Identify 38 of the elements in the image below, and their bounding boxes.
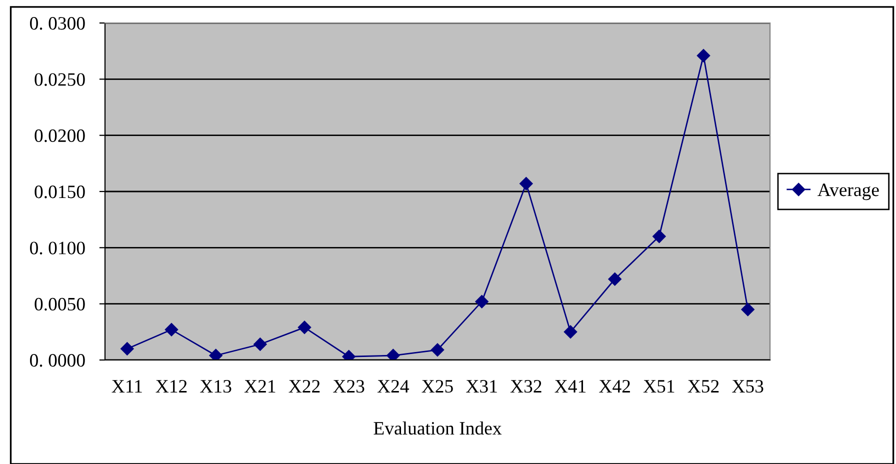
- point: [120, 342, 134, 356]
- x-axis-title: Evaluation Index: [374, 421, 502, 435]
- point: [520, 177, 533, 190]
- y-tick-label: 0. 0300: [30, 17, 85, 30]
- y-tick-label: 0.0200: [34, 129, 85, 142]
- x-tick-label: X22: [288, 380, 320, 392]
- y-tick-label: 0. 0000: [30, 354, 85, 367]
- x-tick-label: X12: [156, 380, 187, 392]
- y-tick-label: 0.0050: [34, 298, 85, 311]
- x-tick-label: X51: [643, 380, 674, 393]
- x-tick-label: X41: [554, 380, 586, 392]
- x-tick-label: X25: [422, 380, 453, 393]
- point: [696, 48, 710, 62]
- point: [564, 325, 578, 339]
- y-tick-label: 0. 0100: [30, 242, 85, 254]
- point: [254, 338, 267, 351]
- point: [298, 320, 312, 334]
- point: [430, 343, 444, 356]
- x-tick-label: X24: [377, 380, 410, 392]
- legend-label: Average: [818, 184, 879, 200]
- x-tick-label: X53: [732, 380, 764, 393]
- point: [608, 272, 622, 286]
- point: [741, 302, 754, 316]
- y-tick-label: 0.0150: [34, 186, 85, 198]
- x-tick-label: X21: [244, 380, 276, 392]
- point: [164, 323, 178, 336]
- point: [209, 348, 222, 360]
- point: [652, 230, 666, 244]
- point: [386, 348, 400, 360]
- x-tick-label: X52: [688, 380, 719, 393]
- x-tick-label: X23: [333, 380, 364, 393]
- point: [475, 295, 488, 308]
- x-tick-label: X31: [466, 380, 497, 393]
- x-tick-label: X11: [112, 380, 142, 392]
- y-tick-label: 0.0250: [34, 73, 85, 86]
- x-tick-label: X42: [599, 380, 630, 392]
- x-tick-label: X32: [510, 380, 542, 393]
- x-tick-label: X13: [200, 380, 232, 393]
